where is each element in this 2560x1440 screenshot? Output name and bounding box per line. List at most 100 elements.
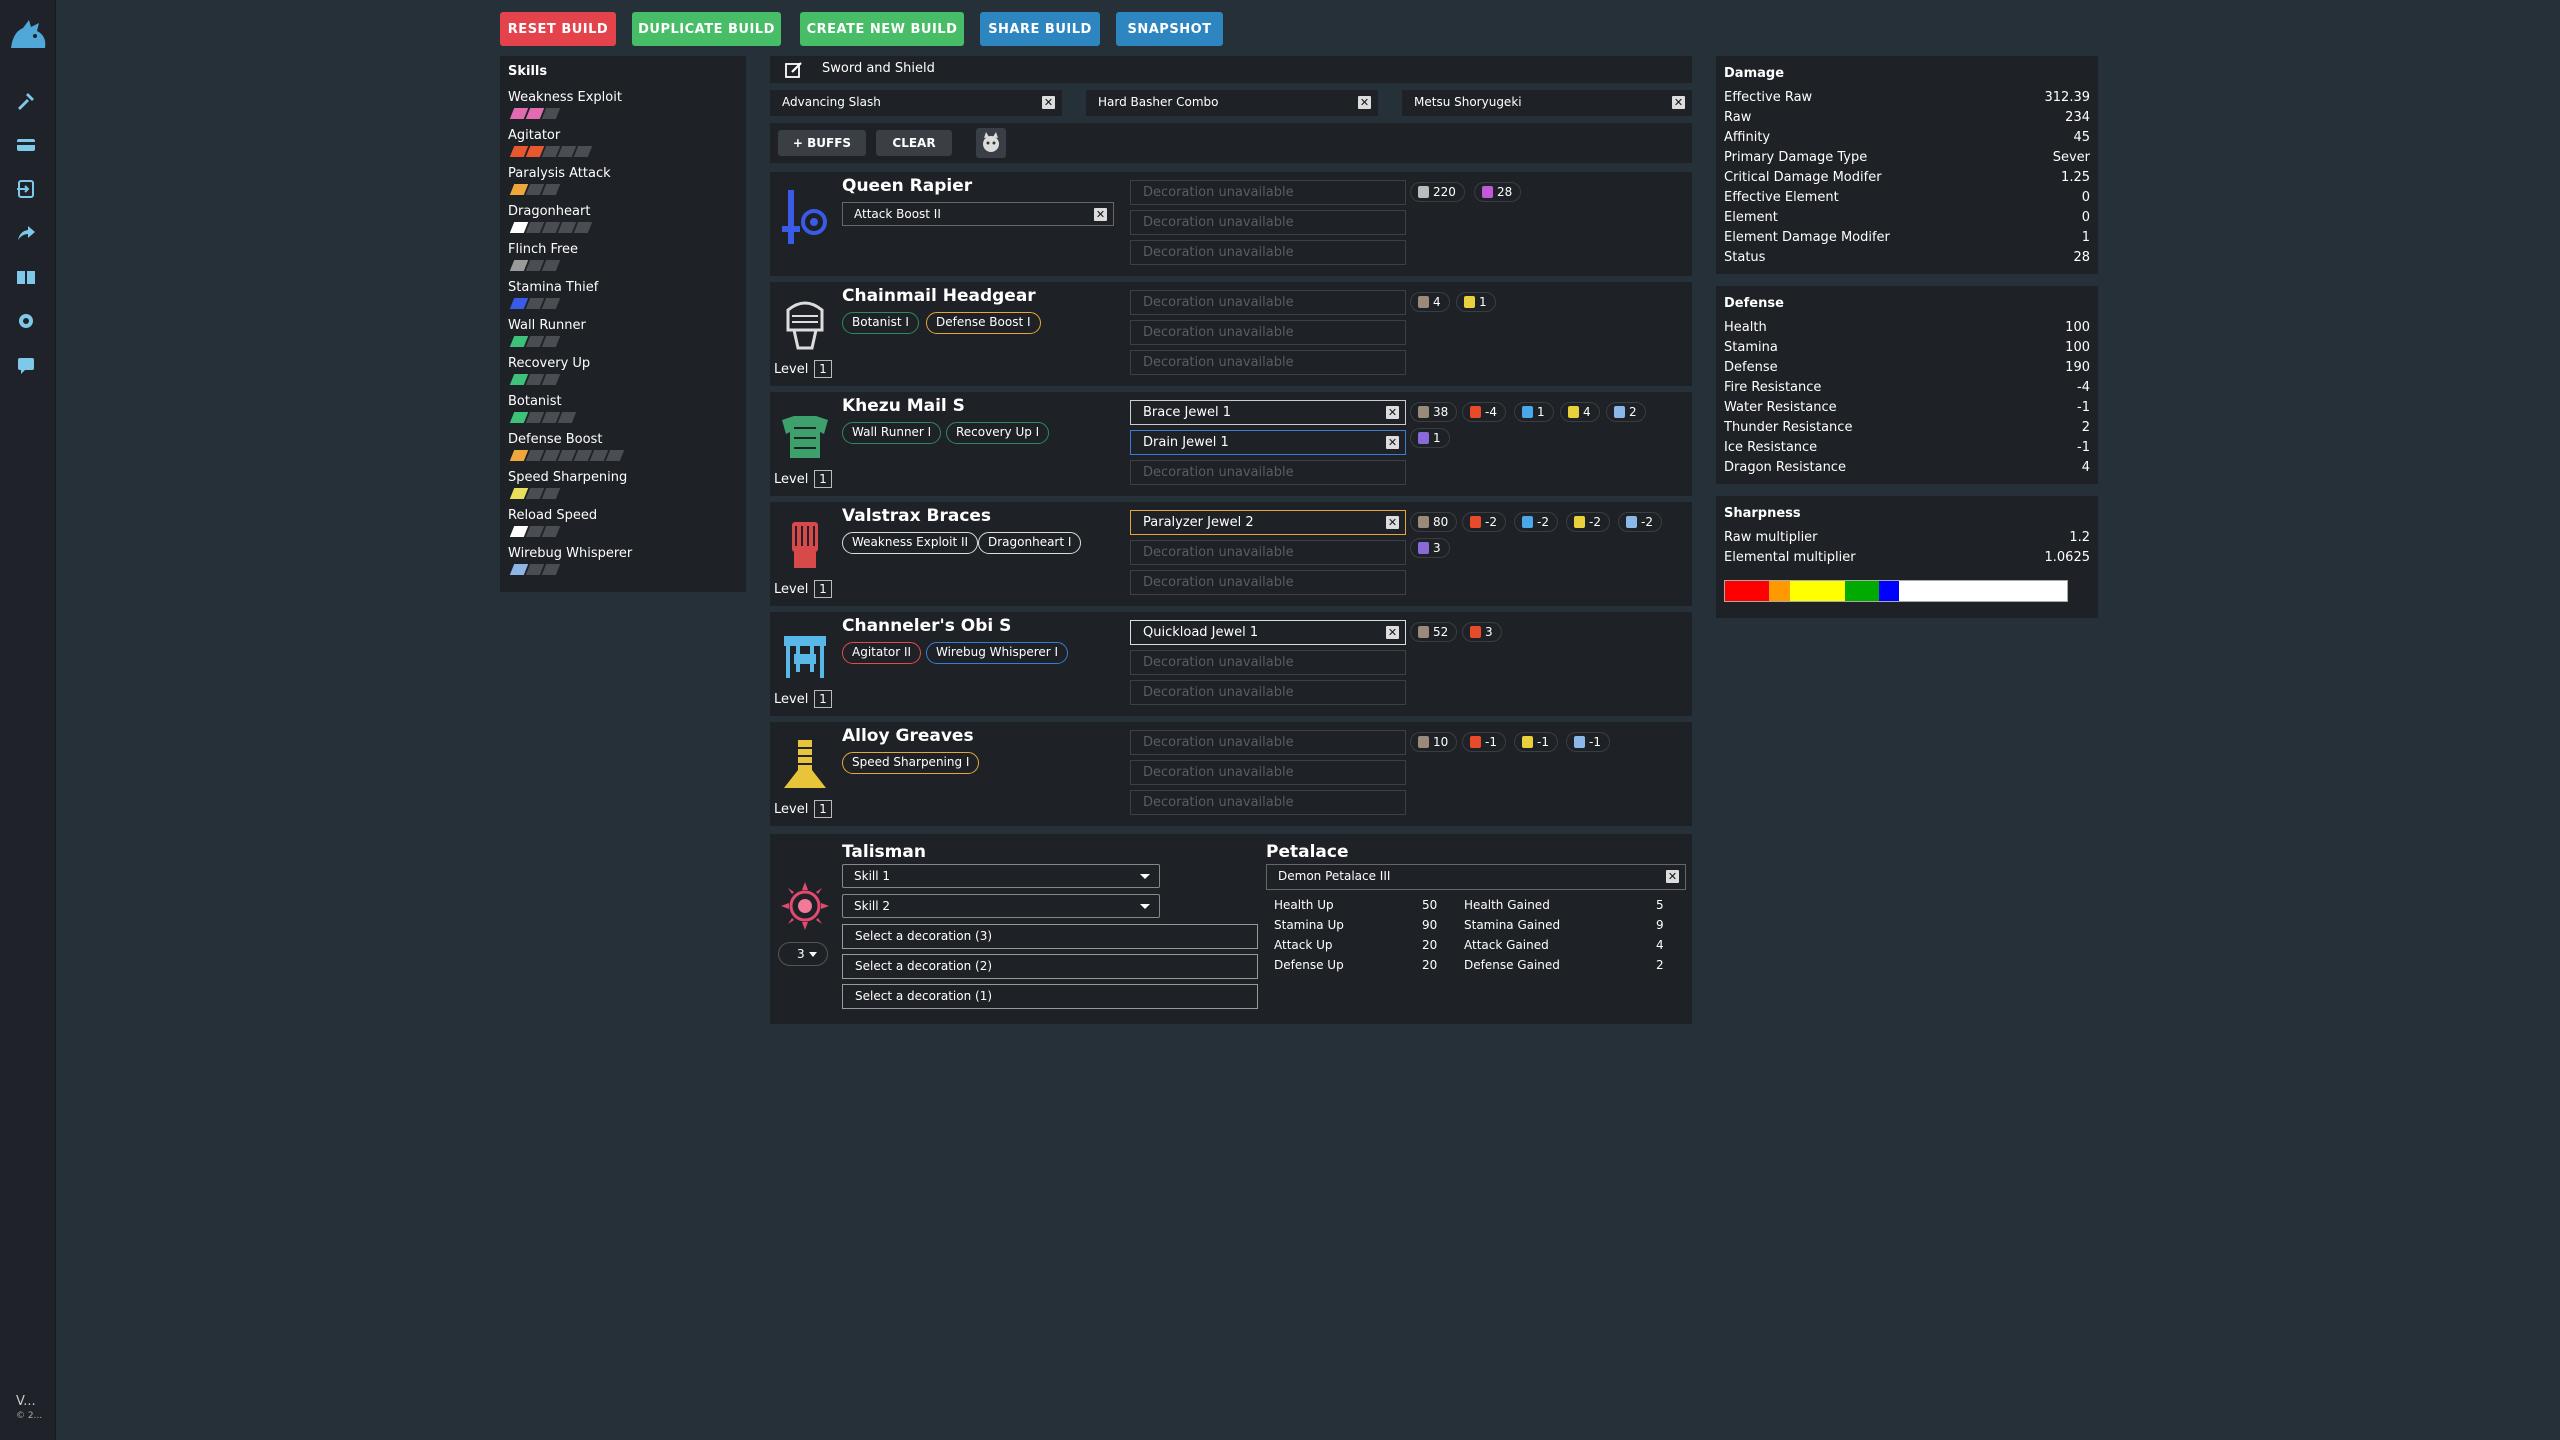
- decoration-slot[interactable]: Paralyzer Jewel 2 ✕: [1130, 510, 1406, 535]
- stat-type-icon: [1418, 626, 1429, 638]
- share-build-button[interactable]: SHARE BUILD: [980, 12, 1100, 46]
- card-icon[interactable]: [15, 134, 37, 156]
- rampage-skill-select[interactable]: Attack Boost II ✕: [842, 202, 1114, 226]
- stat-badge: 3: [1410, 538, 1450, 558]
- stat-type-icon: [1470, 406, 1481, 418]
- decoration-slot[interactable]: Drain Jewel 1 ✕: [1130, 430, 1406, 455]
- stat-badge: 2: [1606, 402, 1646, 422]
- talisman-skill-1-select[interactable]: Skill 1: [842, 864, 1160, 888]
- stat-value: 2: [1629, 405, 1637, 419]
- petalace-up-value: 20: [1422, 938, 1438, 952]
- damage-stat-value: Sever: [2052, 150, 2090, 165]
- clear-rampage-icon[interactable]: ✕: [1094, 208, 1107, 221]
- clear-switch-skill-3-icon[interactable]: ✕: [1672, 96, 1685, 109]
- equipment-name[interactable]: Khezu Mail S: [842, 396, 965, 416]
- skill-level-pips: [509, 450, 625, 461]
- stat-type-icon: [1418, 186, 1429, 198]
- chevron-down-icon: [1140, 874, 1150, 879]
- weapon-type-bar: Sword and Shield: [770, 56, 1692, 83]
- clear-decoration-icon[interactable]: ✕: [1386, 436, 1399, 449]
- level-input[interactable]: 1: [814, 800, 832, 818]
- palico-icon[interactable]: [976, 128, 1006, 158]
- sharpness-segment: [1725, 581, 1770, 601]
- petalace-gain-value: 4: [1656, 938, 1664, 952]
- stat-type-icon: [1574, 516, 1585, 528]
- equipment-name[interactable]: Channeler's Obi S: [842, 616, 1012, 636]
- talisman-decoration-2[interactable]: Select a decoration (2): [842, 954, 1258, 979]
- stat-badge: 1: [1514, 402, 1554, 422]
- snapshot-button[interactable]: SNAPSHOT: [1116, 12, 1223, 46]
- sidebar: V... © 2...: [0, 0, 56, 1440]
- stat-value: -2: [1537, 515, 1549, 529]
- skill-name: Agitator: [508, 128, 561, 143]
- petalace-up-label: Health Up: [1274, 898, 1334, 912]
- build-tools-icon[interactable]: [15, 90, 37, 112]
- settings-gear-icon[interactable]: [15, 310, 37, 332]
- import-icon[interactable]: [15, 178, 37, 200]
- level-input[interactable]: 1: [814, 580, 832, 598]
- skill-level-pips: [509, 146, 593, 157]
- level-label: Level: [774, 472, 809, 487]
- level-input[interactable]: 1: [814, 470, 832, 488]
- stat-badge: 80: [1410, 512, 1458, 532]
- switch-skill-1[interactable]: Advancing Slash ✕: [770, 90, 1062, 116]
- skill-name: Botanist: [508, 394, 562, 409]
- clear-petalace-icon[interactable]: ✕: [1666, 870, 1679, 883]
- duplicate-build-button[interactable]: DUPLICATE BUILD: [632, 12, 781, 46]
- decoration-slot[interactable]: Quickload Jewel 1 ✕: [1130, 620, 1406, 645]
- petalace-gain-value: 2: [1656, 958, 1664, 972]
- clear-decoration-icon[interactable]: ✕: [1386, 406, 1399, 419]
- weapon-type-label[interactable]: Sword and Shield: [822, 61, 935, 76]
- stat-value: 1: [1479, 295, 1487, 309]
- equipment-name[interactable]: Queen Rapier: [842, 176, 973, 196]
- defense-stat-value: -1: [2077, 440, 2090, 455]
- sharpness-segment: [1878, 581, 1900, 601]
- skill-level-pips: [509, 374, 561, 385]
- stat-badge: -2: [1566, 512, 1610, 532]
- chat-icon[interactable]: [15, 354, 37, 376]
- clear-switch-skill-2-icon[interactable]: ✕: [1358, 96, 1371, 109]
- clear-decoration-icon[interactable]: ✕: [1386, 516, 1399, 529]
- app-logo-icon[interactable]: [7, 14, 49, 56]
- skills-panel: Skills Weakness Exploit Agitator Paralysis…: [500, 56, 746, 592]
- equipment-row: Channeler's Obi S Agitator II Wirebug Whis…: [770, 612, 1692, 716]
- petalace-select[interactable]: Demon Petalace III ✕: [1266, 864, 1686, 890]
- stat-type-icon: [1418, 736, 1429, 748]
- create-new-build-button[interactable]: CREATE NEW BUILD: [800, 12, 964, 46]
- equipment-name[interactable]: Valstrax Braces: [842, 506, 992, 526]
- equipment-name[interactable]: Alloy Greaves: [842, 726, 974, 746]
- level-label: Level: [774, 692, 809, 707]
- defense-panel: Defense Health 100 Stamina 100 Defense 190 Fir…: [1716, 286, 2098, 484]
- clear-button[interactable]: CLEAR: [876, 130, 952, 156]
- defense-stat-label: Dragon Resistance: [1724, 460, 1846, 475]
- equipment-name[interactable]: Chainmail Headgear: [842, 286, 1036, 306]
- book-icon[interactable]: [15, 266, 37, 288]
- decoration-slot-unavailable: Decoration unavailable: [1130, 180, 1406, 205]
- talisman-decoration-1[interactable]: Select a decoration (1): [842, 984, 1258, 1009]
- talisman-slots-select[interactable]: 3: [778, 942, 828, 966]
- skill-name: Stamina Thief: [508, 280, 599, 295]
- skill-level-pips: [509, 298, 561, 309]
- sharpness-segment: [1844, 581, 1879, 601]
- share-icon[interactable]: [15, 222, 37, 244]
- stat-value: 38: [1433, 405, 1449, 419]
- clear-decoration-icon[interactable]: ✕: [1386, 626, 1399, 639]
- talisman-petalace-row: 3 Talisman Skill 1 Skill 2 Select a deco…: [770, 834, 1692, 1024]
- clear-switch-skill-1-icon[interactable]: ✕: [1042, 96, 1055, 109]
- damage-stat-label: Effective Raw: [1724, 90, 1813, 105]
- level-input[interactable]: 1: [814, 360, 832, 378]
- decoration-slot-unavailable: Decoration unavailable: [1130, 290, 1406, 315]
- buffs-button[interactable]: + BUFFS: [778, 130, 866, 156]
- switch-skill-3[interactable]: Metsu Shoryugeki ✕: [1402, 90, 1692, 116]
- level-input[interactable]: 1: [814, 690, 832, 708]
- edit-icon[interactable]: [784, 60, 804, 80]
- talisman-skill-2-select[interactable]: Skill 2: [842, 894, 1160, 918]
- decoration-slot-unavailable: Decoration unavailable: [1130, 460, 1406, 485]
- decoration-slot-unavailable: Decoration unavailable: [1130, 650, 1406, 675]
- stat-type-icon: [1482, 186, 1493, 198]
- switch-skill-2[interactable]: Hard Basher Combo ✕: [1086, 90, 1378, 116]
- reset-build-button[interactable]: RESET BUILD: [500, 12, 616, 46]
- stat-badge: -1: [1462, 732, 1506, 752]
- talisman-decoration-3[interactable]: Select a decoration (3): [842, 924, 1258, 949]
- decoration-slot[interactable]: Brace Jewel 1 ✕: [1130, 400, 1406, 425]
